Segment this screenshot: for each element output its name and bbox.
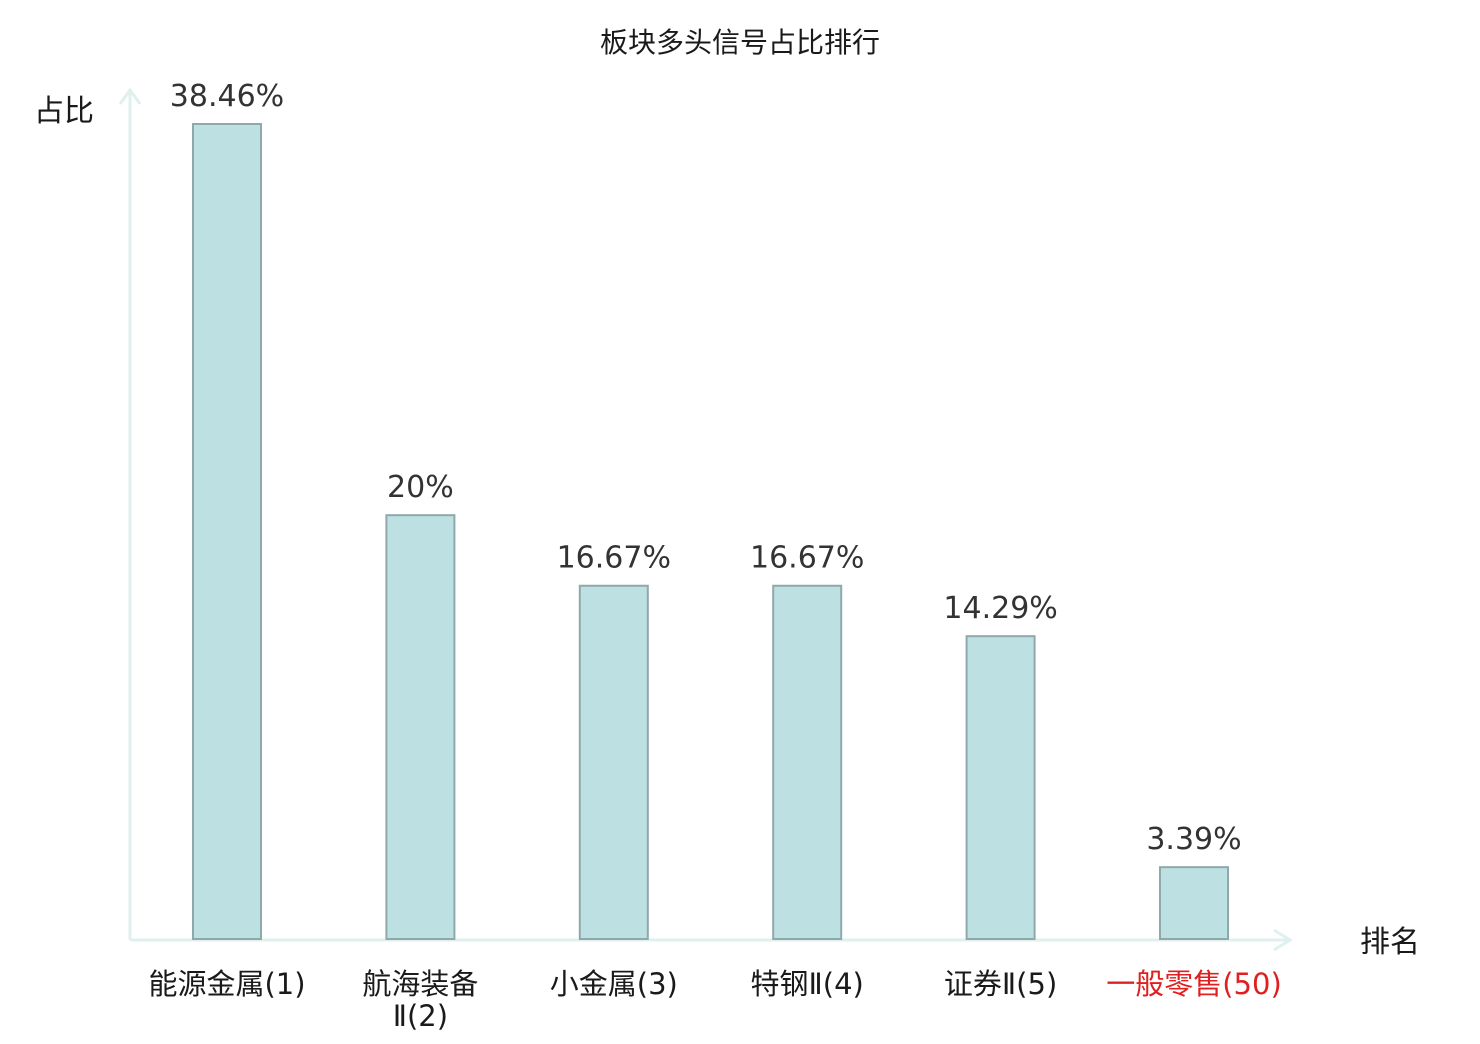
bar-1 bbox=[192, 123, 262, 940]
bar-4 bbox=[772, 584, 843, 941]
bar-6 bbox=[1159, 866, 1229, 940]
category-label-2: 航海装备 Ⅱ(2) bbox=[362, 967, 478, 1033]
value-label-2: 20% bbox=[387, 470, 454, 505]
category-label-3: 小金属(3) bbox=[550, 967, 678, 1001]
value-labels-group: 38.46% 20% 16.67% 16.67% 14.29% 3.39% bbox=[170, 79, 1242, 857]
value-label-5: 14.29% bbox=[943, 591, 1057, 626]
y-axis-arrow-icon bbox=[118, 87, 142, 105]
bar-5 bbox=[965, 635, 1036, 940]
category-label-5: 证券Ⅱ(5) bbox=[944, 967, 1057, 1001]
value-label-3: 16.67% bbox=[557, 541, 671, 576]
x-axis-arrow-icon bbox=[1273, 928, 1293, 952]
bar-2 bbox=[385, 514, 456, 940]
category-label-4: 特钢Ⅱ(4) bbox=[751, 967, 864, 1001]
value-label-1: 38.46% bbox=[170, 79, 284, 114]
category-label-1: 能源金属(1) bbox=[148, 967, 305, 1001]
bars-group bbox=[192, 123, 1229, 941]
category-label-6: 一般零售(50) bbox=[1106, 967, 1282, 1001]
category-labels-group: 能源金属(1) 航海装备 Ⅱ(2) 小金属(3) 特钢Ⅱ(4) 证券Ⅱ(5) 一般零售(50… bbox=[148, 967, 1281, 1033]
x-axis-title: 排名 bbox=[1360, 925, 1420, 960]
chart-title: 板块多头信号占比排行 bbox=[600, 26, 880, 59]
y-axis-title: 占比 bbox=[34, 94, 94, 129]
value-label-6: 3.39% bbox=[1146, 822, 1241, 857]
value-label-4: 16.67% bbox=[750, 541, 864, 576]
bar-3 bbox=[578, 584, 649, 941]
